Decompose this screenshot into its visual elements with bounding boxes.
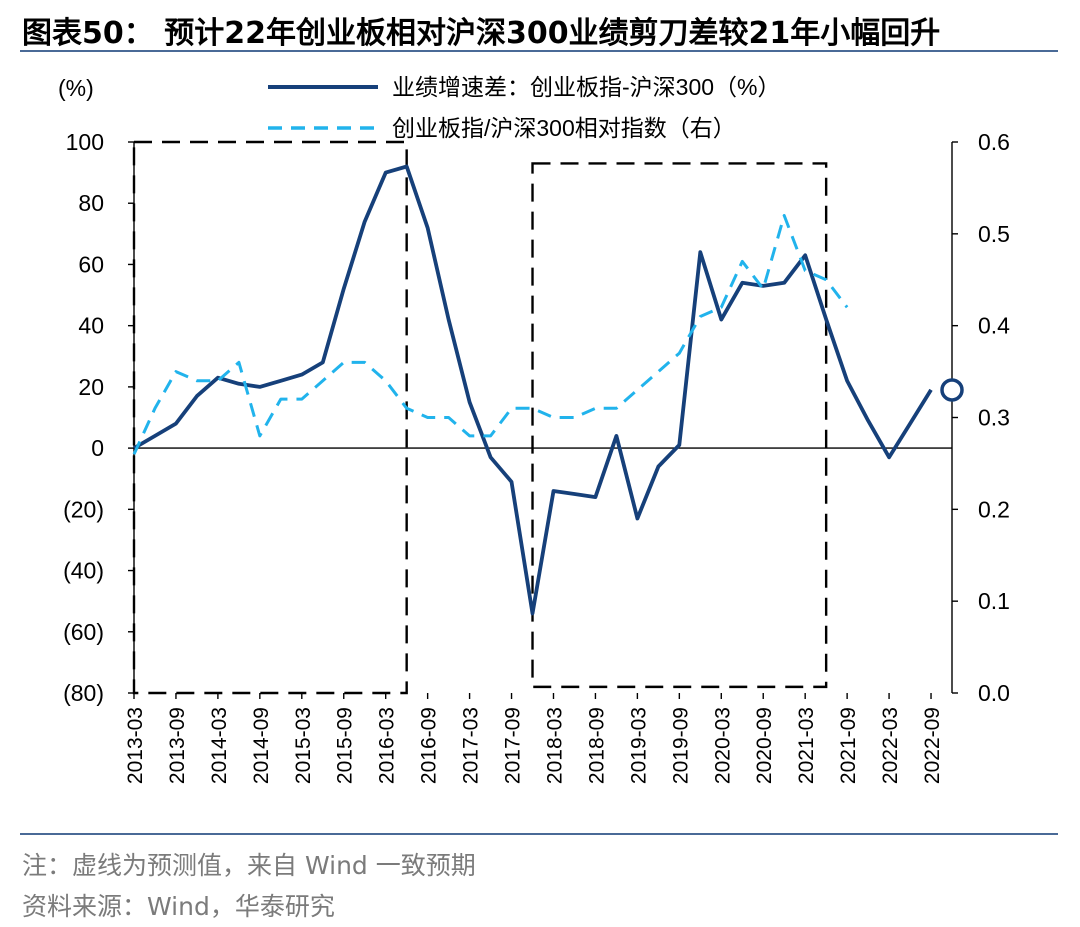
series-line-1 xyxy=(866,389,933,459)
chart-source: 资料来源：Wind，华泰研究 xyxy=(22,892,335,921)
x-tick-label: 2014-03 xyxy=(208,707,231,784)
top-rule xyxy=(20,50,1058,52)
x-tick-label: 2020-03 xyxy=(711,707,734,784)
x-tick-label: 2014-09 xyxy=(250,707,273,784)
legend-label-dashed: 创业板指/沪深300相对指数（右） xyxy=(392,115,736,141)
x-tick-label: 2022-03 xyxy=(879,707,902,784)
chart-title: 图表50： 预计22年创业板相对沪深300业绩剪刀差较21年小幅回升 xyxy=(22,16,941,51)
left-tick-label: 40 xyxy=(78,313,104,339)
legend-label-solid: 业绩增速差：创业板指-沪深300（%） xyxy=(392,74,780,100)
series-lines xyxy=(132,164,964,616)
left-unit-label: (%) xyxy=(58,75,94,101)
left-tick-label: (20) xyxy=(63,496,104,522)
left-tick-label: 20 xyxy=(78,374,104,400)
left-tick-label: (40) xyxy=(63,558,104,584)
right-tick-label: 0.3 xyxy=(978,405,1010,431)
left-tick-label: 0 xyxy=(91,435,104,461)
right-tick-label: 0.5 xyxy=(978,221,1010,247)
left-tick-label: 80 xyxy=(78,190,104,216)
highlight-boxes xyxy=(132,140,828,695)
chart-note: 注：虚线为预测值，来自 Wind 一致预期 xyxy=(22,851,476,880)
legend: 业绩增速差：创业板指-沪深300（%） 创业板指/沪深300相对指数（右） xyxy=(268,74,780,141)
left-tick-label: (80) xyxy=(63,680,104,706)
x-tick-label: 2017-09 xyxy=(502,707,525,784)
x-tick-label: 2016-09 xyxy=(418,707,441,784)
left-tick-label: 60 xyxy=(78,251,104,277)
x-tick-label: 2015-03 xyxy=(292,707,315,784)
left-tick-label: (60) xyxy=(63,619,104,645)
series-line-2 xyxy=(132,214,849,455)
right-tick-label: 0.2 xyxy=(978,496,1010,522)
series-line-0 xyxy=(133,164,933,616)
highlight-box-1 xyxy=(531,162,828,689)
highlight-box-0 xyxy=(132,140,408,695)
bottom-rule xyxy=(20,833,1058,835)
axes: 100 80 60 40 20 0 (20) (40) (60) (80) (%) 0.6 0.5 0.4… xyxy=(58,75,1010,784)
x-tick-label: 2015-09 xyxy=(334,707,357,784)
x-tick-label: 2019-03 xyxy=(627,707,650,784)
x-tick-label: 2020-09 xyxy=(753,707,776,784)
x-tick-label: 2013-03 xyxy=(124,707,147,784)
x-tick-label: 2021-09 xyxy=(837,707,860,784)
right-tick-label: 0.0 xyxy=(978,680,1010,706)
right-tick-label: 0.6 xyxy=(978,129,1010,155)
right-tick-label: 0.1 xyxy=(978,588,1010,614)
x-tick-label: 2019-09 xyxy=(669,707,692,784)
x-tick-label: 2017-03 xyxy=(460,707,483,784)
x-tick-label: 2016-03 xyxy=(376,707,399,784)
left-tick-label: 100 xyxy=(66,129,104,155)
x-tick-label: 2018-03 xyxy=(543,707,566,784)
right-tick-label: 0.4 xyxy=(978,313,1010,339)
x-tick-label: 2013-09 xyxy=(166,707,189,784)
x-tick-label: 2021-03 xyxy=(795,707,818,784)
x-tick-label: 2022-09 xyxy=(921,707,944,784)
forecast-endpoint-marker xyxy=(940,378,964,402)
x-tick-label: 2018-09 xyxy=(585,707,608,784)
